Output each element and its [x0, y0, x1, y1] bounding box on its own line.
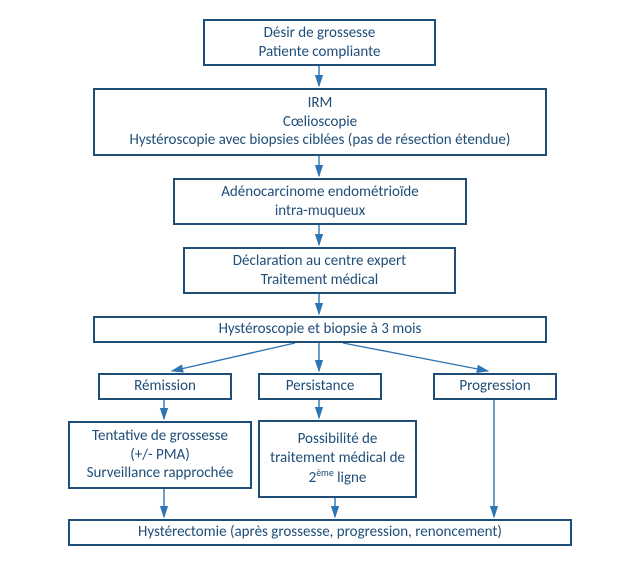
node-line: Hystéroscopie avec biopsies ciblées (pas… [130, 131, 511, 150]
node-progression: Progression [433, 373, 557, 400]
node-persistance: Persistance [258, 373, 382, 400]
node-line: Désir de grossesse [264, 24, 376, 43]
node-traitement-2eme-ligne: Possibilité de traitement médical de 2èm… [258, 420, 417, 498]
node-hysterectomie: Hystérectomie (après grossesse, progress… [68, 519, 572, 546]
node-line: Adénocarcinome endométrioïde [221, 183, 419, 202]
node-line: 2ème ligne [309, 467, 367, 488]
node-line: Patiente compliante [259, 43, 381, 62]
node-line: Rémission [134, 377, 196, 396]
node-line: Traitement médical [261, 271, 378, 290]
node-line: Persistance [286, 377, 355, 396]
node-line: Hystérectomie (après grossesse, progress… [138, 523, 502, 542]
node-line: traitement médical de [270, 449, 405, 468]
node-line: Possibilité de [298, 430, 378, 449]
node-line: Hystéroscopie et biopsie à 3 mois [219, 320, 422, 339]
node-tentative-grossesse: Tentative de grossesse (+/- PMA) Surveil… [68, 421, 252, 489]
arrow [343, 343, 488, 371]
node-line: Déclaration au centre expert [233, 252, 406, 271]
node-line: intra-muqueux [275, 202, 365, 221]
node-declaration-traitement: Déclaration au centre expert Traitement … [183, 247, 456, 294]
node-hysteroscopie-3mois: Hystéroscopie et biopsie à 3 mois [93, 316, 547, 343]
node-line: Tentative de grossesse [92, 427, 228, 446]
node-line: Progression [459, 377, 530, 396]
node-line: IRM [308, 94, 333, 113]
node-adenocarcinome: Adénocarcinome endométrioïde intra-muque… [173, 178, 467, 225]
arrow [172, 343, 295, 371]
node-line: Cœlioscopie [283, 113, 357, 132]
node-line: Surveillance rapprochée [87, 464, 234, 483]
node-line: (+/- PMA) [130, 446, 190, 465]
node-irm-coelioscopie: IRM Cœlioscopie Hystéroscopie avec biops… [93, 88, 547, 156]
node-desir-grossesse: Désir de grossesse Patiente compliante [203, 19, 436, 66]
node-remission: Rémission [98, 373, 232, 400]
